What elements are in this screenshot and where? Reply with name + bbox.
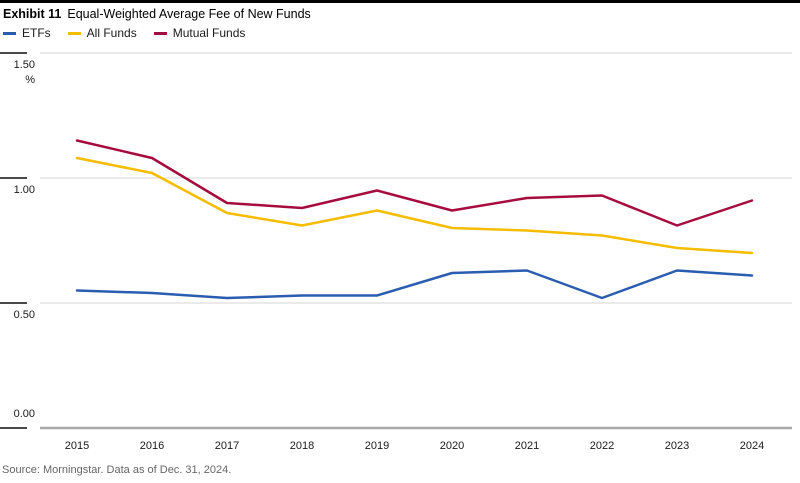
exhibit-label: Exhibit 11 — [3, 7, 62, 21]
x-tick-label: 2015 — [65, 440, 89, 452]
y-tick-label: 0.00 — [14, 408, 35, 420]
x-tick-label: 2017 — [215, 440, 239, 452]
legend-label: ETFs — [22, 26, 51, 40]
series-line-mutual-funds — [75, 139, 754, 227]
legend-item-all-funds: All Funds — [67, 26, 137, 40]
top-rule — [0, 0, 800, 3]
legend-label: All Funds — [86, 26, 137, 40]
x-tick-label: 2020 — [440, 440, 464, 452]
x-tick-label: 2019 — [365, 440, 389, 452]
mutual-funds-line-swatch — [153, 31, 167, 35]
source-note: Source: Morningstar. Data as of Dec. 31,… — [2, 464, 232, 476]
y-tick-label: 0.50 — [14, 309, 35, 321]
fee-line-chart: 0.00 0.50 1.00 1.50% 2015 2016 2017 2018 2019 202… — [0, 50, 800, 455]
chart-header: Exhibit 11 Equal-Weighted Average Fee of … — [3, 7, 311, 21]
legend-item-mutual-funds: Mutual Funds — [153, 26, 246, 40]
x-tick-label: 2021 — [515, 440, 539, 452]
etfs-line-swatch — [3, 31, 16, 35]
y-tick-label: 1.50 — [14, 59, 35, 71]
y-axis-unit-label: % — [25, 74, 35, 86]
fee-line-chart-svg: 0.00 0.50 1.00 1.50% 2015 2016 2017 2018 2019 202… — [0, 52, 792, 452]
legend: ETFs All Funds Mutual Funds — [3, 26, 262, 40]
legend-item-etfs: ETFs — [3, 26, 51, 40]
x-tick-label: 2024 — [740, 440, 764, 452]
legend-label: Mutual Funds — [172, 26, 246, 40]
x-tick-label: 2018 — [290, 440, 314, 452]
series-line-all-funds — [75, 156, 754, 255]
all-funds-line-swatch — [67, 31, 81, 35]
y-tick-label: 1.00 — [14, 184, 35, 196]
series-line-etfs — [75, 269, 754, 300]
x-tick-label: 2023 — [665, 440, 689, 452]
x-tick-label: 2022 — [590, 440, 614, 452]
chart-title: Equal-Weighted Average Fee of New Funds — [67, 7, 311, 21]
x-tick-label: 2016 — [140, 440, 164, 452]
